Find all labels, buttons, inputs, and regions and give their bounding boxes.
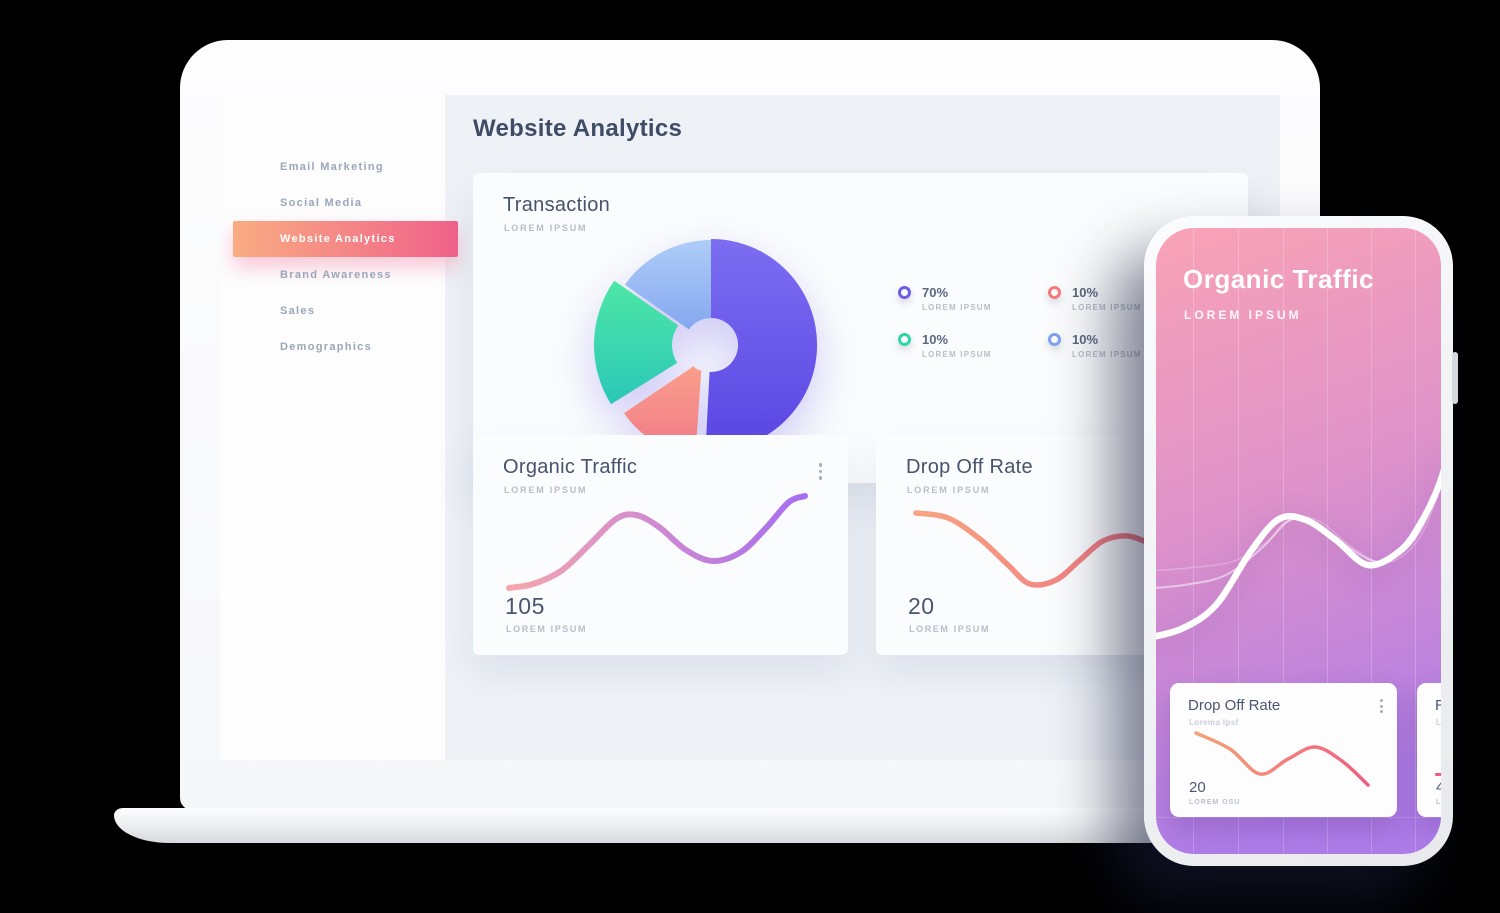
phone-card-stat: 4 — [1436, 779, 1441, 796]
phone-card-title: Drop Off Rate — [1188, 697, 1281, 714]
legend-item-blue: 10% LOREM IPSUM — [1048, 332, 1198, 359]
grid-line — [1415, 228, 1416, 854]
drop-off-rate-stat: 20 — [908, 593, 935, 619]
sidebar-nav: Email Marketing Social Media Website Ana… — [220, 149, 458, 365]
phone-drop-off-rate-card: Drop Off Rate Lorema Ipsf 20 LOREM OSU — [1170, 683, 1397, 817]
grid-line — [1327, 228, 1328, 854]
phone-card-title: R — [1435, 697, 1441, 714]
donut-legend: 70% LOREM IPSUM 10% LOREM IPSUM — [898, 285, 1198, 359]
grid-line — [1283, 228, 1284, 854]
phone-page-title: Organic Traffic — [1183, 264, 1374, 294]
dashboard-screen: Email Marketing Social Media Website Ana… — [220, 95, 1280, 760]
legend-ring-blue-icon — [1048, 333, 1061, 346]
mini-chart-line — [1435, 773, 1441, 776]
kebab-menu-icon[interactable] — [818, 463, 822, 483]
hamburger-menu-icon[interactable] — [242, 415, 258, 430]
organic-traffic-card-title: Organic Traffic — [503, 456, 638, 478]
transaction-card: Transaction LOREM IPSUM 70% LOREM IPSUM — [473, 173, 1248, 483]
phone-card-stat: 20 — [1189, 779, 1206, 796]
legend-item-teal: 10% LOREM IPSUM — [898, 332, 1048, 359]
legend-label: LOREM IPSUM — [1072, 350, 1142, 359]
grid-line — [1156, 817, 1441, 818]
legend-ring-purple-icon — [898, 286, 911, 299]
phone-wave-line-chart — [1156, 468, 1441, 640]
sidebar-item-social-media[interactable]: Social Media — [280, 197, 363, 209]
kebab-menu-icon[interactable] — [1380, 699, 1383, 716]
drop-off-rate-stat-label: LOREM IPSUM — [909, 624, 991, 634]
sidebar-item-email-marketing[interactable]: Email Marketing — [280, 161, 384, 173]
phone-partial-card: R Lo 4 LO — [1417, 683, 1441, 817]
grid-line — [1193, 228, 1194, 854]
grid-line — [1371, 228, 1372, 854]
phone-card-subtitle: Lorema Ipsf — [1189, 718, 1239, 727]
legend-percent: 10% — [922, 332, 949, 347]
phone-card-stat-label: LOREM OSU — [1189, 799, 1241, 806]
sidebar-item-demographics[interactable]: Demographics — [280, 341, 373, 353]
main-content: Website Analytics Transaction LOREM IPSU… — [445, 95, 1280, 760]
phone-drop-off-line-chart — [1194, 731, 1370, 787]
legend-label: LOREM IPSUM — [922, 350, 992, 359]
legend-percent: 70% — [922, 285, 949, 300]
legend-item-red: 10% LOREM IPSUM — [1048, 285, 1198, 312]
organic-traffic-card: Organic Traffic LOREM IPSUM 105 LOREM IP… — [473, 435, 848, 655]
sidebar-item-website-analytics[interactable]: Website Analytics — [233, 221, 458, 257]
legend-label: LOREM IPSUM — [1072, 303, 1142, 312]
page-title: Website Analytics — [473, 115, 683, 142]
sidebar-item-sales[interactable]: Sales — [280, 305, 316, 317]
legend-percent: 10% — [1072, 285, 1099, 300]
phone-card-subtitle: Lo — [1436, 718, 1441, 727]
legend-ring-red-icon — [1048, 286, 1061, 299]
sidebar-item-brand-awareness[interactable]: Brand Awareness — [280, 269, 392, 281]
legend-percent: 10% — [1072, 332, 1099, 347]
laptop-screen-bezel: Email Marketing Social Media Website Ana… — [180, 40, 1320, 810]
drop-off-rate-card-title: Drop Off Rate — [906, 456, 1033, 478]
legend-item-purple: 70% LOREM IPSUM — [898, 285, 1048, 312]
phone-mockup: Organic Traffic LOREM IPSUM Drop Off Rat… — [1144, 216, 1458, 866]
transaction-card-subtitle: LOREM IPSUM — [504, 223, 588, 233]
organic-traffic-stat-label: LOREM IPSUM — [506, 624, 588, 634]
phone-screen: Organic Traffic LOREM IPSUM Drop Off Rat… — [1156, 228, 1441, 854]
legend-ring-teal-icon — [898, 333, 911, 346]
legend-label: LOREM IPSUM — [922, 303, 992, 312]
phone-side-button[interactable] — [1452, 352, 1458, 404]
sidebar: Email Marketing Social Media Website Ana… — [220, 95, 458, 760]
organic-traffic-line-chart — [506, 493, 808, 591]
transaction-card-title: Transaction — [503, 194, 611, 216]
grid-line — [1238, 228, 1239, 854]
organic-traffic-card-subtitle: LOREM IPSUM — [504, 485, 588, 495]
drop-off-rate-line-chart — [913, 510, 1179, 588]
drop-off-rate-card-subtitle: LOREM IPSUM — [907, 485, 991, 495]
organic-traffic-stat: 105 — [505, 593, 545, 619]
transaction-donut-chart — [594, 238, 818, 455]
phone-card-stat-label: LO — [1436, 799, 1441, 806]
phone-page-subtitle: LOREM IPSUM — [1184, 308, 1302, 322]
